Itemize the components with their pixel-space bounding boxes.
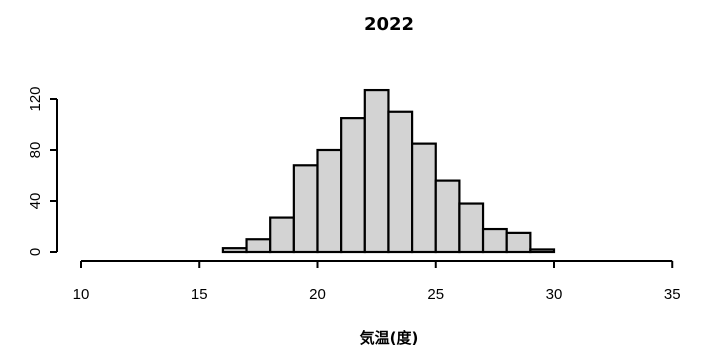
y-tick-label-1: 40 [27, 193, 44, 210]
x-tick-label-5: 35 [664, 286, 681, 303]
y-tick-label-0: 0 [27, 248, 44, 256]
y-tick-label-2: 80 [27, 142, 44, 159]
histogram-bar-15 [434, 179, 461, 254]
histogram-bar-14 [411, 142, 437, 254]
y-tick-label-3: 120 [27, 86, 44, 111]
histogram-bar-18 [505, 231, 532, 254]
histogram-bar-13 [387, 110, 414, 254]
chart-title: 2022 [364, 14, 414, 35]
x-axis: 10 15 20 25 30 35 [73, 260, 681, 303]
histogram-bar-19 [529, 248, 556, 254]
histogram-bar-9 [292, 164, 319, 254]
x-tick-label-0: 10 [73, 286, 90, 303]
histogram-bar-7 [245, 238, 272, 254]
histogram-bar-16 [458, 202, 485, 254]
x-tick-label-2: 20 [309, 286, 326, 303]
x-tick-label-4: 30 [546, 286, 563, 303]
x-axis-label: 気温(度) [360, 329, 419, 347]
bars-group [221, 88, 556, 254]
x-tick-label-3: 25 [427, 286, 444, 303]
histogram-bar-8 [269, 216, 295, 254]
x-tick-label-1: 15 [191, 286, 208, 303]
histogram-bar-10 [316, 148, 343, 254]
histogram-bar-11 [340, 117, 366, 254]
y-axis: 0 40 80 120 [27, 86, 58, 256]
histogram-bar-12 [363, 88, 390, 254]
histogram-bar-17 [481, 227, 508, 254]
histogram-bar-6 [221, 247, 248, 254]
